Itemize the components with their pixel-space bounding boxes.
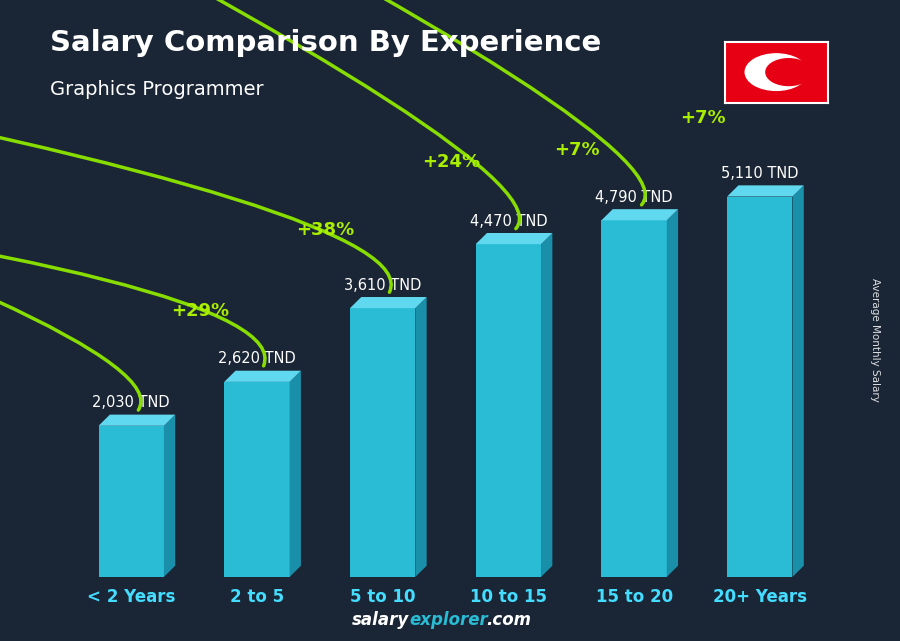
Polygon shape — [727, 197, 793, 577]
Text: +7%: +7% — [554, 140, 599, 158]
Polygon shape — [350, 297, 427, 308]
Text: 2,620 TND: 2,620 TND — [218, 351, 296, 366]
Polygon shape — [164, 415, 176, 577]
Text: Graphics Programmer: Graphics Programmer — [50, 80, 263, 99]
Polygon shape — [476, 244, 541, 577]
Polygon shape — [98, 415, 176, 426]
Polygon shape — [601, 209, 678, 221]
Text: +7%: +7% — [680, 110, 725, 128]
Text: .com: .com — [486, 612, 531, 629]
Circle shape — [766, 59, 812, 85]
Polygon shape — [541, 233, 553, 577]
Text: +38%: +38% — [296, 221, 355, 239]
Text: 3,610 TND: 3,610 TND — [344, 278, 421, 292]
Circle shape — [745, 54, 807, 90]
Polygon shape — [793, 185, 804, 577]
Text: +24%: +24% — [422, 153, 481, 171]
Text: Salary Comparison By Experience: Salary Comparison By Experience — [50, 29, 601, 57]
Polygon shape — [667, 209, 678, 577]
Polygon shape — [224, 382, 290, 577]
Polygon shape — [775, 67, 798, 79]
Text: +29%: +29% — [171, 302, 229, 320]
Text: 5,110 TND: 5,110 TND — [721, 166, 798, 181]
Polygon shape — [224, 370, 301, 382]
Polygon shape — [98, 426, 164, 577]
Text: 4,790 TND: 4,790 TND — [595, 190, 673, 204]
Polygon shape — [476, 233, 553, 244]
Polygon shape — [601, 221, 667, 577]
Text: salary: salary — [352, 612, 410, 629]
Polygon shape — [350, 308, 415, 577]
Polygon shape — [290, 370, 301, 577]
Text: 4,470 TND: 4,470 TND — [470, 213, 547, 229]
Text: explorer: explorer — [410, 612, 488, 629]
Polygon shape — [727, 185, 804, 197]
Polygon shape — [415, 297, 427, 577]
Text: 2,030 TND: 2,030 TND — [93, 395, 170, 410]
Text: Average Monthly Salary: Average Monthly Salary — [869, 278, 880, 402]
